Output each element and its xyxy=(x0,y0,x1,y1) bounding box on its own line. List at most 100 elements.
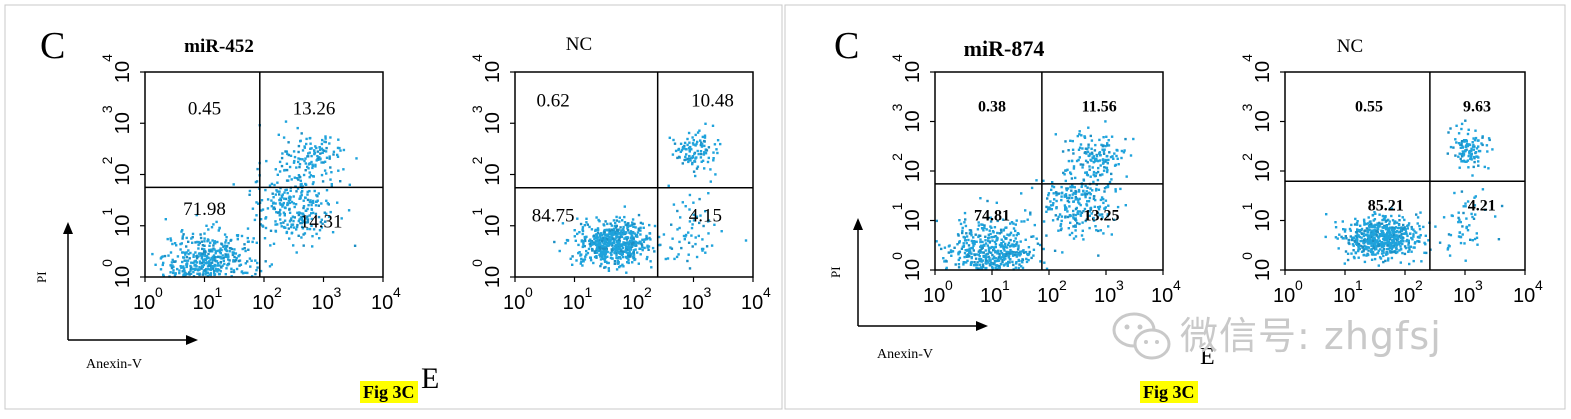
scatter-point xyxy=(688,208,691,211)
scatter-point xyxy=(1124,137,1127,141)
scatter-point xyxy=(182,265,185,268)
scatter-point xyxy=(306,190,309,194)
scatter-point xyxy=(1460,140,1464,143)
scatter-point xyxy=(973,261,976,264)
scatter-point xyxy=(248,193,251,196)
scatter-point xyxy=(301,190,304,193)
scatter-point xyxy=(1119,187,1122,191)
scatter-point xyxy=(1351,238,1354,242)
scatter-point xyxy=(279,218,282,221)
scatter-point xyxy=(1464,139,1467,142)
y-tick-exponent: 1 xyxy=(99,208,115,216)
scatter-point xyxy=(312,211,315,215)
scatter-point xyxy=(1385,242,1388,245)
scatter-point xyxy=(581,232,584,236)
scatter-point xyxy=(250,259,253,262)
scatter-point xyxy=(993,240,997,244)
scatter-point xyxy=(280,164,284,168)
scatter-point xyxy=(225,248,228,252)
scatter-point xyxy=(1462,160,1465,163)
scatter-point xyxy=(1009,231,1013,234)
scatter-point xyxy=(1391,226,1394,229)
scatter-point xyxy=(1096,178,1100,182)
scatter-point xyxy=(301,218,304,222)
scatter-point xyxy=(185,236,188,240)
scatter-point xyxy=(254,272,257,276)
scatter-point xyxy=(1472,137,1475,140)
scatter-point xyxy=(1375,234,1378,237)
scatter-point xyxy=(608,231,611,234)
scatter-point xyxy=(1108,180,1112,184)
scatter-point xyxy=(1092,173,1095,176)
scatter-point xyxy=(1396,250,1399,254)
scatter-point xyxy=(274,168,277,171)
scatter-point xyxy=(1015,251,1019,254)
scatter-point xyxy=(598,253,601,256)
scatter-point xyxy=(278,193,281,196)
scatter-point xyxy=(1069,139,1072,142)
scatter-point xyxy=(222,259,225,263)
scatter-point xyxy=(1344,235,1347,238)
scatter-point xyxy=(1485,144,1489,147)
scatter-point xyxy=(313,152,317,155)
scatter-point xyxy=(1362,218,1366,221)
scatter-point xyxy=(320,173,324,177)
scatter-point xyxy=(1356,234,1360,238)
scatter-point xyxy=(1373,229,1376,232)
scatter-point xyxy=(1412,228,1415,231)
scatter-point xyxy=(1361,245,1365,249)
scatter-point xyxy=(678,226,681,230)
scatter-point xyxy=(616,235,620,239)
scatter-point xyxy=(199,254,202,257)
quadrant-value-upper-right: 13.26 xyxy=(293,99,336,120)
scatter-point xyxy=(626,261,629,264)
scatter-point xyxy=(596,231,600,235)
scatter-point xyxy=(228,250,231,253)
scatter-point xyxy=(1078,197,1081,201)
scatter-point xyxy=(224,241,227,244)
scatter-point xyxy=(700,141,703,144)
scatter-point xyxy=(336,146,340,150)
scatter-point xyxy=(255,201,258,204)
scatter-point xyxy=(685,153,688,156)
scatter-point xyxy=(615,234,618,238)
scatter-point xyxy=(339,180,342,183)
scatter-point xyxy=(1393,236,1396,239)
scatter-point xyxy=(1088,165,1091,168)
scatter-point xyxy=(295,251,298,254)
scatter-point xyxy=(280,196,284,199)
scatter-point xyxy=(1465,144,1468,147)
scatter-point xyxy=(986,199,989,203)
scatter-point xyxy=(203,269,206,272)
scatter-point xyxy=(337,169,340,172)
scatter-point xyxy=(1458,231,1461,234)
scatter-point xyxy=(1072,152,1075,155)
scatter-point xyxy=(638,247,641,250)
scatter-point xyxy=(187,240,190,243)
scatter-point xyxy=(192,270,195,274)
scatter-point xyxy=(203,251,206,255)
scatter-point xyxy=(1020,220,1023,223)
scatter-point xyxy=(1396,226,1400,230)
scatter-point xyxy=(296,126,299,130)
scatter-point xyxy=(1074,213,1078,217)
scatter-point xyxy=(700,152,703,156)
scatter-point xyxy=(1129,154,1133,157)
scatter-point xyxy=(651,246,655,250)
scatter-point xyxy=(305,221,308,224)
scatter-point xyxy=(607,269,611,272)
scatter-point xyxy=(1094,189,1098,192)
scatter-point xyxy=(288,175,291,178)
scatter-point xyxy=(636,235,639,238)
scatter-point xyxy=(1070,186,1073,189)
scatter-point xyxy=(1104,199,1108,202)
scatter-point xyxy=(189,251,192,255)
scatter-point xyxy=(622,230,625,233)
scatter-point xyxy=(627,248,630,251)
scatter-point xyxy=(1089,208,1093,211)
scatter-point xyxy=(963,211,967,215)
scatter-point xyxy=(1093,157,1097,160)
scatter-point xyxy=(318,237,321,240)
scatter-point xyxy=(1125,175,1128,178)
